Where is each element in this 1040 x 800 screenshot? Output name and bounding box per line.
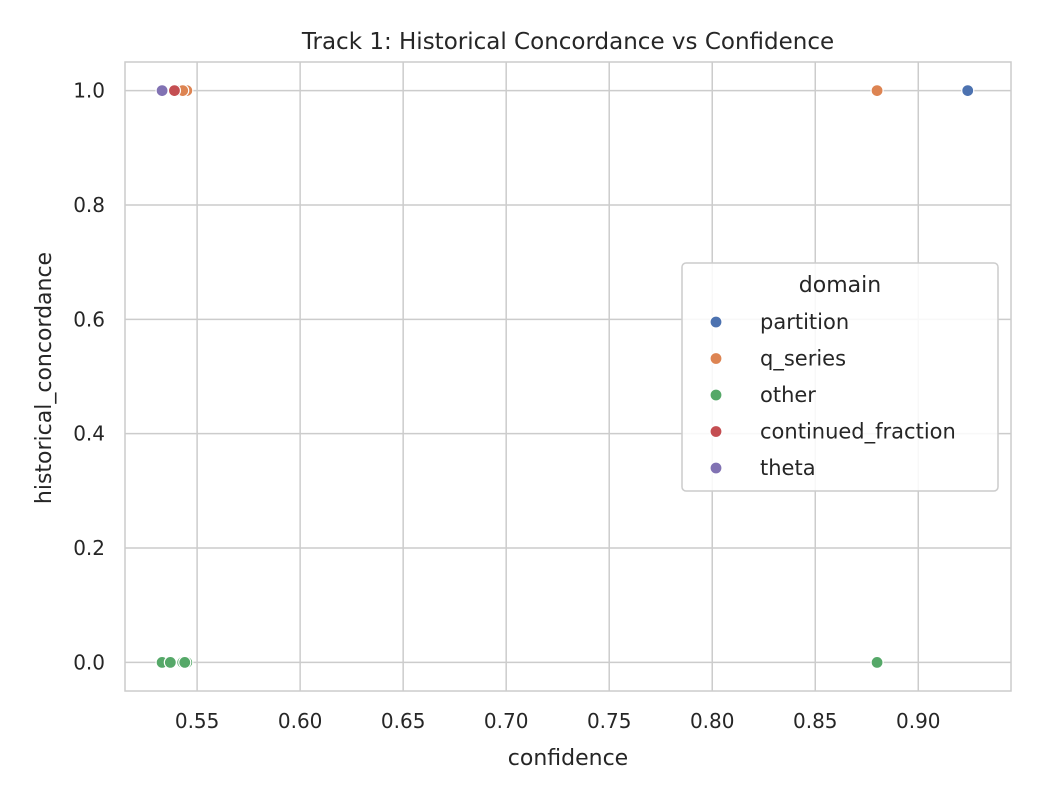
chart-title: Track 1: Historical Concordance vs Confi… <box>301 29 834 55</box>
y-tick-label: 0.0 <box>73 650 105 674</box>
y-tick-label: 0.4 <box>73 422 105 446</box>
tick-labels: 0.55 0.60 0.65 0.70 0.75 0.80 0.85 0.90 0.0 0.2 0.… <box>73 79 940 733</box>
y-tick-label: 0.6 <box>73 307 105 331</box>
legend-marker <box>709 351 723 366</box>
data-point-theta <box>155 83 169 98</box>
x-tick-label: 0.75 <box>587 709 632 733</box>
data-point-continued-fraction <box>167 83 182 98</box>
legend-label: partition <box>760 310 849 334</box>
legend-marker <box>709 388 723 402</box>
x-tick-label: 0.65 <box>381 709 426 733</box>
y-tick-label: 0.8 <box>73 193 105 217</box>
legend-marker <box>709 424 723 439</box>
legend-marker <box>709 461 723 475</box>
x-tick-label: 0.85 <box>793 709 838 733</box>
data-point-other <box>178 655 192 670</box>
legend-label: continued_fraction <box>760 420 956 445</box>
plot-frame <box>124 61 1012 692</box>
legend-label: theta <box>760 456 816 480</box>
x-tick-label: 0.70 <box>484 709 529 733</box>
x-tick-label: 0.55 <box>175 709 220 733</box>
legend-box <box>681 262 999 492</box>
legend-title: domain <box>799 273 881 298</box>
legend-label: q_series <box>760 347 846 372</box>
legend-label: other <box>760 383 816 407</box>
data-point-q-series <box>870 83 884 98</box>
y-tick-label: 0.2 <box>73 536 105 560</box>
legend-marker <box>709 315 723 329</box>
x-tick-label: 0.60 <box>278 709 323 733</box>
data-point-partition <box>961 83 975 98</box>
x-tick-label: 0.90 <box>896 709 941 733</box>
y-tick-label: 1.0 <box>73 79 105 103</box>
x-axis-label: confidence <box>508 746 628 771</box>
data-point-other <box>870 655 884 670</box>
x-tick-label: 0.80 <box>690 709 735 733</box>
data-points <box>155 83 975 670</box>
y-axis-label: historical_concordance <box>32 252 57 504</box>
data-point-other <box>163 655 177 670</box>
